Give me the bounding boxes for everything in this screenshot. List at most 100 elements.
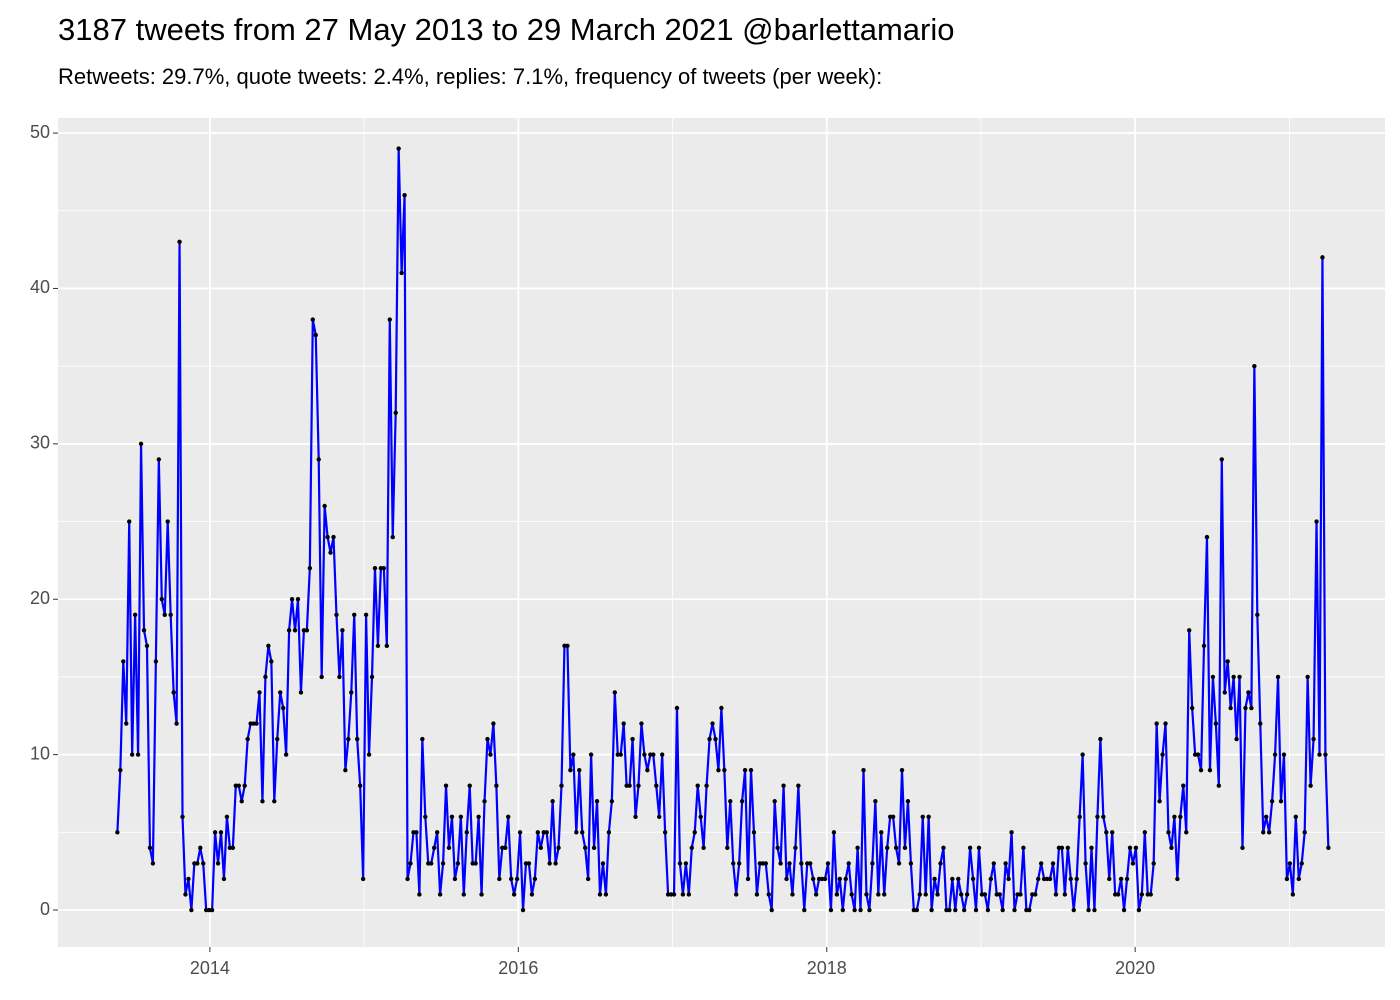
point xyxy=(334,612,339,617)
point xyxy=(464,830,469,835)
point xyxy=(144,643,150,649)
point xyxy=(855,845,860,851)
x-tick-label: 2016 xyxy=(498,958,538,978)
point xyxy=(932,876,937,882)
point xyxy=(283,752,289,757)
point xyxy=(621,721,626,726)
point xyxy=(947,907,952,913)
point xyxy=(328,550,333,555)
point xyxy=(556,845,561,851)
point xyxy=(414,830,419,835)
point xyxy=(340,628,345,633)
point xyxy=(517,830,523,835)
point xyxy=(1187,628,1192,633)
point xyxy=(630,736,635,742)
point xyxy=(121,659,126,664)
point xyxy=(935,892,940,897)
point xyxy=(1095,814,1100,819)
point xyxy=(967,845,973,851)
point xyxy=(266,643,271,649)
point xyxy=(171,690,176,695)
point xyxy=(890,814,896,819)
point xyxy=(384,643,390,649)
point xyxy=(1047,876,1053,882)
point xyxy=(337,674,342,680)
point xyxy=(322,503,327,509)
point xyxy=(1184,830,1189,835)
point xyxy=(209,907,215,913)
point xyxy=(701,845,706,851)
point xyxy=(1036,876,1041,882)
point xyxy=(396,146,401,151)
point xyxy=(1092,907,1097,913)
point xyxy=(153,659,159,664)
point xyxy=(316,457,321,462)
point xyxy=(1000,907,1005,913)
point xyxy=(132,612,138,617)
point xyxy=(559,783,564,788)
point xyxy=(343,767,348,773)
point xyxy=(553,861,558,866)
point xyxy=(408,861,413,866)
point xyxy=(1033,892,1038,897)
point xyxy=(659,752,665,757)
point xyxy=(642,752,647,757)
point xyxy=(1175,876,1180,882)
point xyxy=(307,565,313,571)
point xyxy=(956,876,961,882)
point xyxy=(831,830,837,835)
point xyxy=(1003,861,1008,866)
point xyxy=(736,861,742,866)
point xyxy=(973,907,979,913)
point xyxy=(1148,892,1153,897)
point xyxy=(547,861,552,866)
point xyxy=(420,736,425,742)
point xyxy=(926,814,931,819)
point xyxy=(387,317,392,322)
point xyxy=(485,736,490,742)
point xyxy=(588,752,594,757)
point xyxy=(1317,752,1322,757)
point xyxy=(1068,876,1073,882)
point xyxy=(310,317,315,322)
point xyxy=(683,861,689,866)
point xyxy=(1237,674,1242,680)
point xyxy=(1077,814,1082,819)
point xyxy=(440,861,446,866)
point xyxy=(896,861,902,866)
point xyxy=(1266,830,1272,835)
point xyxy=(506,814,511,819)
point xyxy=(1258,721,1263,726)
point xyxy=(594,799,600,804)
point xyxy=(1104,830,1109,835)
point xyxy=(529,892,535,897)
point xyxy=(393,410,398,415)
point xyxy=(645,767,650,773)
point xyxy=(950,876,955,882)
point xyxy=(1178,814,1183,819)
point xyxy=(1272,752,1278,757)
point xyxy=(1326,845,1331,851)
point xyxy=(1151,861,1156,866)
point xyxy=(124,721,129,726)
point xyxy=(1080,752,1085,757)
point xyxy=(423,814,428,819)
point xyxy=(633,814,638,819)
point xyxy=(953,907,958,913)
point xyxy=(1311,736,1316,742)
point xyxy=(1089,845,1094,851)
point xyxy=(719,705,724,711)
point xyxy=(728,799,733,804)
point xyxy=(431,845,437,851)
point xyxy=(195,861,200,866)
point xyxy=(165,519,170,524)
point xyxy=(781,783,786,788)
point xyxy=(985,907,991,913)
point xyxy=(458,814,464,819)
point xyxy=(828,907,834,913)
point xyxy=(1263,814,1269,819)
point xyxy=(156,457,162,462)
point xyxy=(449,814,455,819)
point xyxy=(882,892,887,897)
